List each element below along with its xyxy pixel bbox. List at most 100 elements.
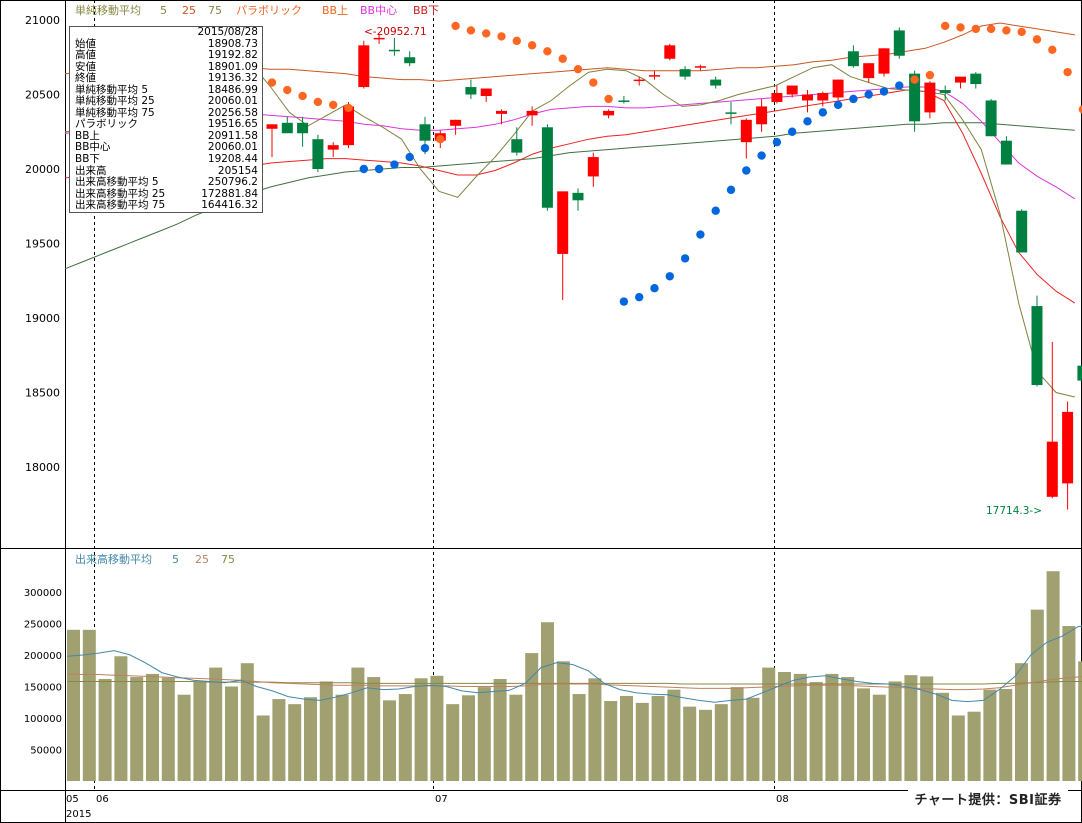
data-window-panel: 2015/08/28 始値 18908.73 高値 19192.82 安値 18901.0… [69, 26, 263, 213]
candle-body [878, 48, 890, 74]
parabolic-dot [1032, 35, 1042, 44]
price-legend-item: 75 [208, 4, 222, 17]
info-value: 205154 [217, 164, 258, 177]
info-row: 単純移動平均 25 20060.01 [70, 96, 262, 108]
parabolic-dot [971, 24, 980, 34]
parabolic-dot [910, 75, 919, 84]
parabolic-dot [589, 78, 598, 87]
parabolic-dot [803, 117, 812, 126]
chart-credit: チャート提供：SBI証券 [908, 787, 1068, 809]
parabolic-dot [344, 103, 353, 113]
info-row: 出来高移動平均 5 250796.2 [70, 177, 262, 189]
volume-tick-label: 150000 [24, 683, 62, 694]
time-axis-year: 2015 [66, 809, 91, 820]
parabolic-dot [482, 29, 491, 38]
info-label: パラボリック [75, 118, 138, 131]
candle-body [970, 73, 982, 85]
volume-bar [383, 700, 396, 781]
candle-body [832, 79, 844, 98]
volume-bar [130, 677, 144, 781]
volume-bar [746, 697, 760, 781]
price-tick-label: 20000 [25, 163, 60, 176]
volume-bar [335, 694, 349, 781]
price-legend-item: BB上 [322, 4, 348, 17]
parabolic-dot [849, 94, 858, 104]
info-value: 20060.01 [207, 141, 258, 154]
volume-bar [620, 695, 633, 781]
candle-body [526, 110, 538, 116]
candle-body [297, 122, 309, 134]
price-legend-item: BB下 [413, 4, 439, 17]
volume-bar [430, 675, 444, 781]
low-marker: 17714.3-> [986, 505, 1042, 517]
info-value: 164416.32 [201, 199, 258, 212]
parabolic-dot [726, 185, 736, 195]
price-tick-label: 21000 [25, 14, 60, 27]
volume-bar [1030, 609, 1044, 781]
candle-body [1016, 210, 1028, 253]
volume-ma5-line [66, 625, 1082, 703]
info-label: 単純移動平均 25 [75, 95, 155, 108]
candle-body [450, 119, 462, 126]
price-tick-label: 18000 [25, 461, 60, 474]
volume-tick-label: 300000 [24, 588, 62, 599]
parabolic-dot [711, 206, 720, 215]
volume-bar [857, 688, 870, 781]
volume-bar [651, 695, 665, 781]
candle-body [985, 100, 997, 137]
parabolic-dot [313, 97, 323, 107]
info-value: 19192.82 [207, 49, 258, 62]
volume-bar [572, 694, 586, 781]
volume-tick-label: 200000 [24, 651, 62, 662]
info-label: 単純移動平均 75 [75, 106, 155, 119]
parabolic-dot [742, 166, 751, 175]
volume-bar [193, 681, 207, 781]
parabolic-dot [466, 26, 476, 35]
candle-body [679, 69, 691, 77]
volume-bar [319, 681, 333, 781]
candle-body [327, 145, 339, 150]
volume-bar [825, 673, 839, 781]
candle-body [465, 87, 477, 95]
candle-body [909, 73, 921, 122]
info-value: 20060.01 [207, 95, 258, 108]
candle-body [633, 79, 645, 82]
parabolic-dot [757, 151, 766, 160]
parabolic-dot [359, 164, 368, 174]
price-legend-item: 単純移動平均 [75, 3, 141, 17]
info-label: 安値 [75, 60, 96, 73]
candle-body [817, 93, 829, 101]
info-label: BB上 [75, 129, 100, 142]
candle-body [496, 110, 507, 114]
info-row: 単純移動平均 75 20256.58 [70, 106, 262, 120]
parabolic-dot [696, 230, 705, 239]
candle-body [786, 85, 798, 95]
volume-bar [477, 687, 491, 781]
candle-body [1062, 411, 1074, 484]
volume-legend-item: 75 [221, 553, 235, 566]
volume-bar [588, 678, 602, 781]
info-row: 始値 18908.73 [70, 38, 262, 51]
candle-body [1046, 441, 1058, 497]
candle-body [388, 49, 400, 52]
info-row: 出来高移動平均 25 172881.84 [70, 188, 262, 201]
volume-legend-item: 25 [195, 553, 209, 566]
parabolic-dot [451, 21, 460, 31]
volume-bar [1046, 571, 1060, 781]
time-axis-label: 05 [66, 794, 79, 805]
info-label: 出来高移動平均 75 [75, 199, 166, 212]
info-label: 出来高 [75, 164, 107, 177]
parabolic-dot [436, 135, 445, 144]
volume-bar [967, 711, 981, 781]
info-row: パラボリック 19516.65 [70, 119, 262, 131]
volume-bar [256, 715, 270, 781]
volume-bar [146, 673, 159, 781]
parabolic-dot [788, 127, 797, 136]
candle-body [480, 88, 492, 96]
info-label: BB中心 [75, 141, 111, 154]
volume-bar [904, 675, 918, 781]
candle-body [893, 30, 905, 56]
candle-body [924, 82, 936, 113]
candle-body [847, 51, 859, 67]
parabolic-dot [925, 70, 935, 80]
